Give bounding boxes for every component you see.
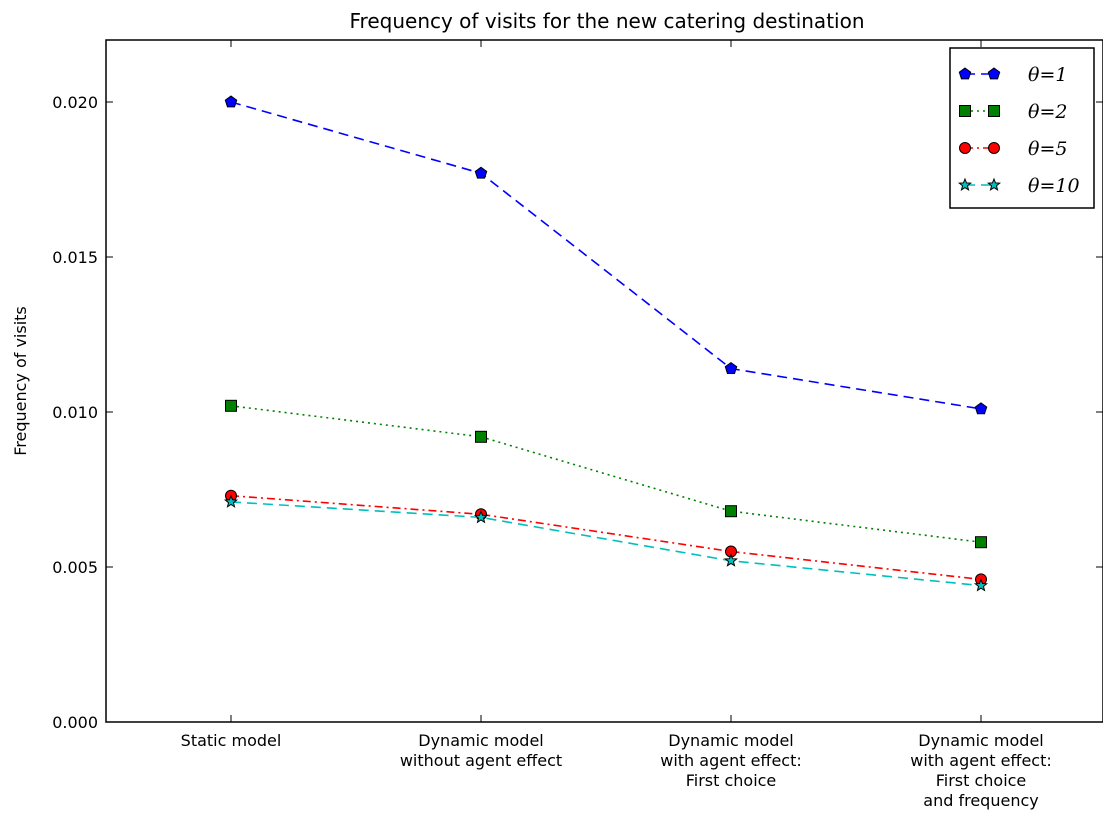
plot-area [105, 39, 1103, 723]
legend-marker [987, 67, 1001, 80]
series-layer [223, 95, 989, 592]
y-axis-label: Frequency of visits [11, 306, 30, 456]
data-point [224, 95, 238, 108]
data-point [473, 510, 489, 524]
data-point [225, 399, 237, 412]
legend-label: θ=10 [1028, 175, 1080, 197]
series-line-2 [230, 405, 982, 543]
y-tick-label: 0.005 [52, 558, 98, 577]
data-point [474, 166, 488, 179]
data-point [475, 430, 487, 443]
x-tick-label: Dynamic model with agent effect: First cho… [660, 731, 802, 790]
legend-label: θ=2 [1028, 101, 1067, 123]
legend-marker [958, 67, 972, 80]
data-point [723, 553, 739, 567]
x-tick-label: Dynamic model with agent effect: First cho… [910, 731, 1052, 810]
series-line-4 [230, 501, 982, 587]
legend-marker [959, 142, 971, 154]
legend-marker [959, 105, 971, 117]
y-tick-label: 0.010 [52, 403, 98, 422]
legend-label: θ=5 [1028, 138, 1067, 160]
legend-box [949, 47, 1095, 209]
data-point [724, 361, 738, 374]
y-tick-label: 0.000 [52, 713, 98, 732]
legend-label: θ=1 [1028, 64, 1067, 86]
data-point [223, 494, 239, 508]
y-tick-label: 0.015 [52, 248, 98, 267]
x-axis: Static model Dynamic model without agent e… [181, 40, 1052, 810]
data-point [973, 578, 989, 592]
legend-marker [988, 105, 1000, 117]
x-tick-label: Dynamic model without agent effect [400, 731, 562, 770]
x-tick-label: Static model [181, 731, 282, 750]
series-line-1 [230, 101, 982, 410]
legend: θ=1 θ=2 θ=5 θ=10 [949, 47, 1095, 209]
chart-title: Frequency of visits for the new catering… [350, 9, 865, 33]
data-point [974, 402, 988, 415]
legend-marker [957, 177, 973, 191]
data-point [975, 536, 987, 549]
y-axis: 0.000 0.005 0.010 0.015 0.020 [52, 93, 1103, 732]
data-point [725, 505, 737, 518]
y-tick-label: 0.020 [52, 93, 98, 112]
legend-marker [986, 177, 1002, 191]
legend-marker [988, 142, 1000, 154]
